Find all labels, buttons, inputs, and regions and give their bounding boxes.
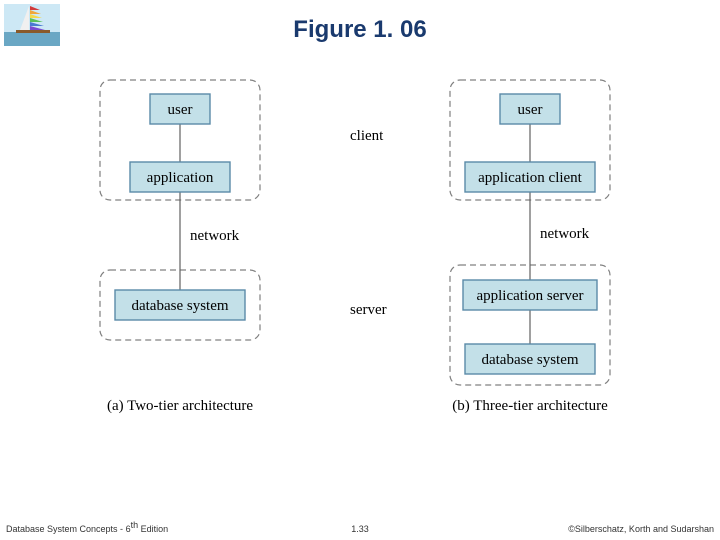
node-label: user [518,102,543,118]
diagram-label: client [350,128,384,144]
figure-title: Figure 1. 06 [0,16,720,44]
node-label: application server [476,288,583,304]
diagram-label: network [190,228,240,244]
node-label: user [168,102,193,118]
slide: Figure 1. 06 user application database sys… [0,0,720,540]
panel-caption: (b) Three-tier architecture [452,398,608,414]
node-label: database system [131,298,228,314]
architecture-diagram: user application database system network (a)… [60,70,660,450]
panel-caption: (a) Two-tier architecture [107,398,253,414]
footer-copyright: ©Silberschatz, Korth and Sudarshan [568,524,714,534]
diagram-label: network [540,226,590,242]
node-label: database system [481,352,578,368]
node-label: application [147,170,214,186]
diagram-label: server [350,302,387,318]
node-label: application client [478,170,583,186]
